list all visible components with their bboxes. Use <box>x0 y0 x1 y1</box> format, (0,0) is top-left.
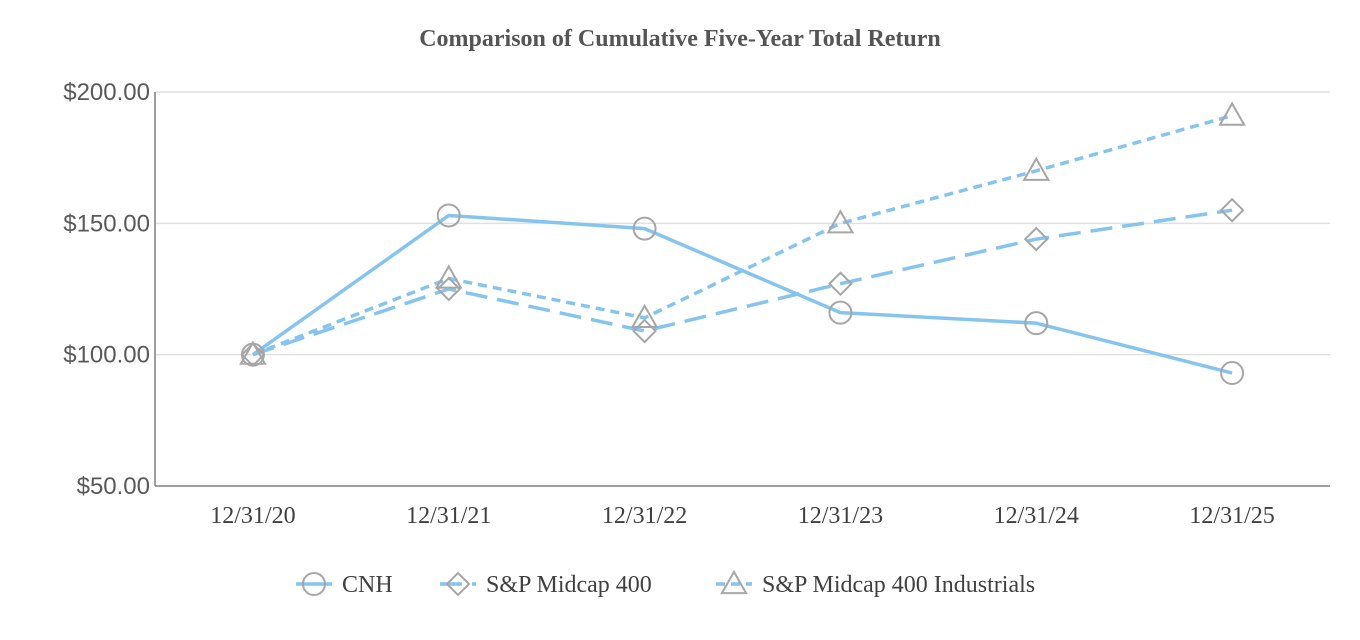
chart-title: Comparison of Cumulative Five-Year Total… <box>419 26 941 52</box>
circle-marker <box>436 203 461 228</box>
circle-marker <box>1220 361 1245 386</box>
x-tick-label: 12/31/23 <box>798 503 883 529</box>
y-tick-label: $100.00 <box>63 342 150 369</box>
series-line-0 <box>251 213 1233 375</box>
triangle-marker <box>434 264 463 289</box>
triangle-marker <box>720 569 748 595</box>
triangle-marker <box>826 209 855 234</box>
series-line-2 <box>252 113 1233 357</box>
legend: CNH S&P Midcap 400 S&P Midcap 400 Industri… <box>296 569 1035 598</box>
diamond-marker <box>240 342 266 368</box>
circle-marker <box>1024 311 1049 336</box>
x-axis-ticks: 12/31/20 12/31/21 12/31/22 12/31/23 12/31/24… <box>210 503 1275 529</box>
x-tick-label: 12/31/20 <box>210 503 295 529</box>
diamond-marker <box>436 276 462 302</box>
diamond-marker <box>828 271 853 297</box>
series-group <box>239 101 1246 386</box>
circle-marker <box>632 216 657 241</box>
circle-marker <box>828 300 853 325</box>
series-line-1 <box>252 208 1233 357</box>
y-tick-label: $200.00 <box>63 79 150 106</box>
x-tick-label: 12/31/25 <box>1189 503 1274 529</box>
y-axis-ticks: $50.00 $100.00 $150.00 $200.00 <box>63 79 150 500</box>
diamond-marker <box>1219 197 1245 223</box>
triangle-marker <box>1022 156 1051 181</box>
triangle-marker <box>630 303 659 328</box>
diamond-marker <box>1023 226 1049 252</box>
x-tick-label: 12/31/22 <box>602 503 687 529</box>
x-tick-label: 12/31/21 <box>406 503 491 529</box>
triangle-marker <box>1218 101 1246 126</box>
x-tick-label: 12/31/24 <box>994 503 1079 529</box>
legend-label-0: CNH <box>342 572 393 598</box>
diamond-marker <box>445 571 471 597</box>
gridlines <box>155 91 1330 356</box>
legend-label-2: S&P Midcap 400 Industrials <box>762 572 1035 598</box>
y-tick-label: $50.00 <box>77 473 150 500</box>
circle-marker <box>302 572 326 596</box>
y-tick-label: $150.00 <box>63 210 150 237</box>
triangle-marker <box>239 340 267 365</box>
legend-label-1: S&P Midcap 400 <box>486 572 652 598</box>
axes <box>154 92 1330 487</box>
